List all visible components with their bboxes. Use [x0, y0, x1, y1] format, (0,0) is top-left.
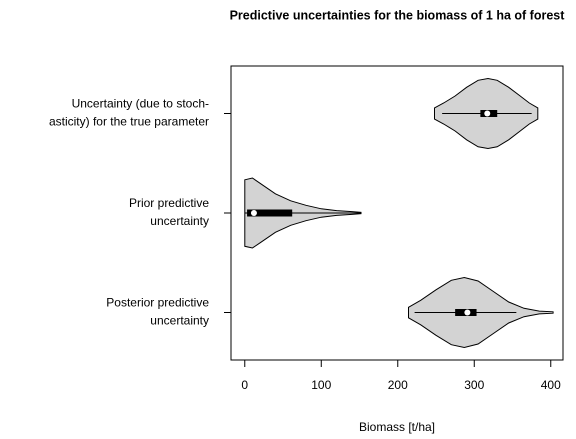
- y-tick-label: Uncertainty (due to stoch-asticity) for …: [49, 97, 209, 129]
- x-tick-label: 0: [241, 378, 248, 392]
- median: [484, 110, 491, 117]
- iqr-box: [247, 209, 293, 217]
- x-tick-label: 200: [388, 378, 408, 392]
- y-tick-label: Posterior predictive uncertainty: [106, 296, 209, 328]
- x-tick-label: 300: [464, 378, 484, 392]
- y-tick-label: Prior predictive uncertainty: [129, 196, 209, 228]
- x-tick-label: 100: [311, 378, 331, 392]
- chart-title: Predictive uncertainties for the biomass…: [230, 8, 566, 22]
- x-axis-label: Biomass [t/ha]: [359, 420, 435, 434]
- x-tick-label: 400: [541, 378, 561, 392]
- median: [250, 210, 257, 216]
- median: [464, 309, 471, 316]
